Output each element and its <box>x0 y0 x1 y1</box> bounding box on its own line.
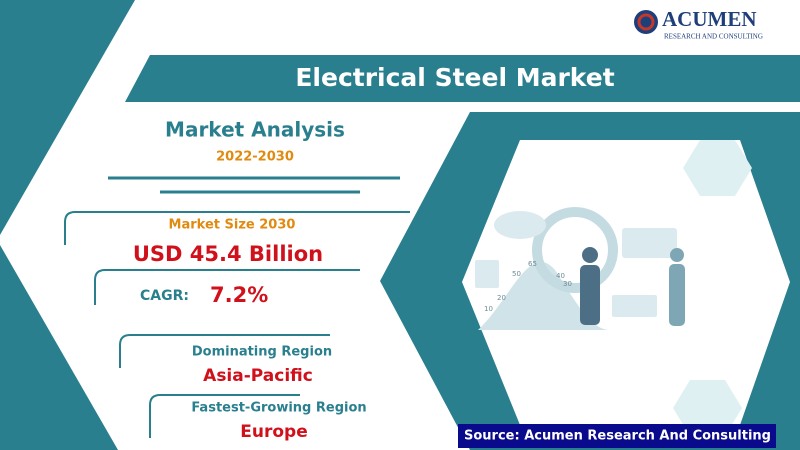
header-band <box>125 55 800 102</box>
person-body <box>580 265 600 325</box>
illustration-screen <box>622 228 677 258</box>
logo-tagline: RESEARCH AND CONSULTING <box>664 33 763 41</box>
illustration-label: 20 <box>497 294 506 302</box>
bracket <box>64 211 410 245</box>
illustration-label: 65 <box>528 260 537 268</box>
stat-value: 7.2% <box>210 283 268 307</box>
logo-name: ACUMEN <box>662 7 757 31</box>
header-title: Electrical Steel Market <box>295 63 614 92</box>
analysis-title: Market Analysis <box>165 118 345 142</box>
logo-ring <box>637 13 655 31</box>
bracket <box>119 334 330 368</box>
bracket <box>149 394 300 438</box>
person2-body <box>669 264 685 326</box>
left-wedge-bottom <box>0 245 118 450</box>
person-head <box>582 247 598 263</box>
deco-hexagon-top <box>683 140 752 196</box>
stat-label: CAGR: <box>140 288 189 304</box>
stat-label: Fastest-Growing Region <box>191 401 366 416</box>
left-wedge-top <box>0 0 135 235</box>
illustration-label: 50 <box>512 270 521 278</box>
deco-hexagon-bottom <box>673 380 742 436</box>
illustration-label: 10 <box>484 305 493 313</box>
illustration-box <box>612 295 657 317</box>
stat-value: USD 45.4 Billion <box>133 242 323 266</box>
source: Source: Acumen Research And Consulting <box>464 429 771 444</box>
stat-value: Europe <box>240 422 307 442</box>
stat-label: Market Size 2030 <box>169 218 296 233</box>
illustration-label: 30 <box>563 280 572 288</box>
bracket <box>94 269 360 305</box>
illustration-wave <box>478 261 610 330</box>
illustration-hexagon <box>462 140 790 425</box>
illustration-label: 40 <box>556 272 565 280</box>
analysis-period: 2022-2030 <box>216 150 294 165</box>
illustration-card <box>475 260 499 288</box>
person2-head <box>670 248 684 262</box>
illustration-ring <box>532 207 618 293</box>
source-box <box>458 424 776 448</box>
illustration-cloud <box>494 211 546 239</box>
stat-value: Asia-Pacific <box>203 366 313 386</box>
stat-label: Dominating Region <box>192 345 332 360</box>
